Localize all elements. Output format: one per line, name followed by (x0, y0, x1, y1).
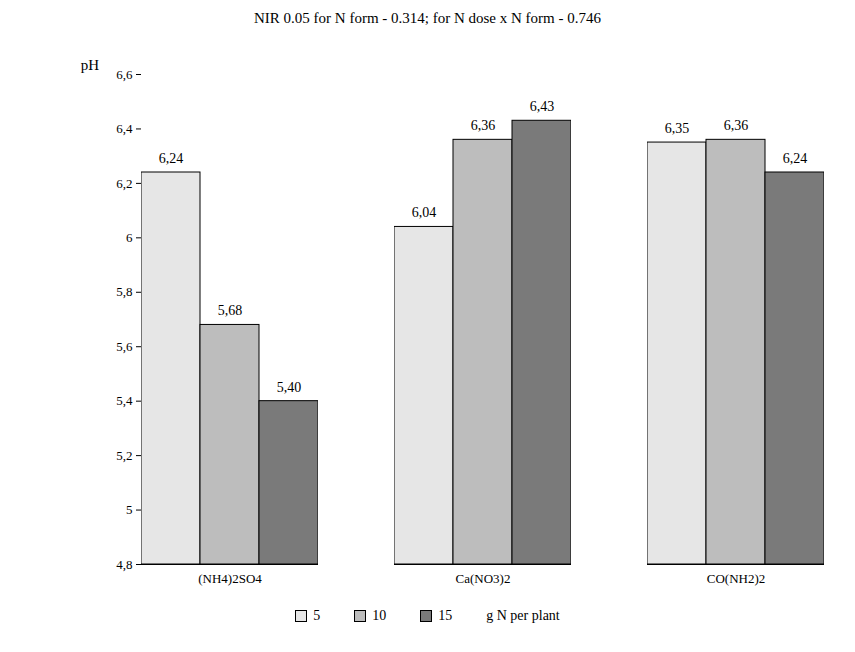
svg-text:5,6: 5,6 (116, 339, 133, 354)
html-text:g N per plant: g N per plant (486, 608, 560, 623)
svg-text:6,24: 6,24 (159, 151, 184, 166)
html-text:NIR 0.05 for N form - 0.314; f: NIR 0.05 for N form - 0.314; for N dose … (254, 10, 601, 26)
svg-text:5,40: 5,40 (277, 380, 302, 395)
svg-text:6,43: 6,43 (530, 99, 555, 114)
html-text:15: 15 (438, 608, 453, 623)
html-text:5: 5 (313, 608, 321, 623)
svg-text:4,8: 4,8 (116, 557, 132, 572)
svg-text:5,4: 5,4 (116, 393, 133, 408)
svg-text:Ca(NO3)2: Ca(NO3)2 (456, 571, 511, 586)
svg-text:6: 6 (126, 230, 133, 245)
svg-text:6,35: 6,35 (665, 121, 690, 136)
svg-text:5,2: 5,2 (116, 448, 132, 463)
svg-text:5,8: 5,8 (116, 284, 132, 299)
svg-text:6,6: 6,6 (116, 67, 133, 82)
svg-text:6,2: 6,2 (116, 176, 132, 191)
svg-text:CO(NH2)2: CO(NH2)2 (707, 571, 766, 586)
svg-text:5,68: 5,68 (218, 303, 243, 318)
html-text:10: 10 (372, 608, 387, 623)
svg-text:pH: pH (81, 57, 100, 73)
svg-text:6,36: 6,36 (471, 118, 496, 133)
svg-text:5: 5 (126, 502, 133, 517)
svg-text:(NH4)2SO4: (NH4)2SO4 (198, 571, 262, 586)
svg-text:6,4: 6,4 (116, 121, 133, 136)
svg-text:6,36: 6,36 (724, 118, 749, 133)
svg-text:6,04: 6,04 (412, 205, 437, 220)
svg-text:6,24: 6,24 (783, 151, 808, 166)
